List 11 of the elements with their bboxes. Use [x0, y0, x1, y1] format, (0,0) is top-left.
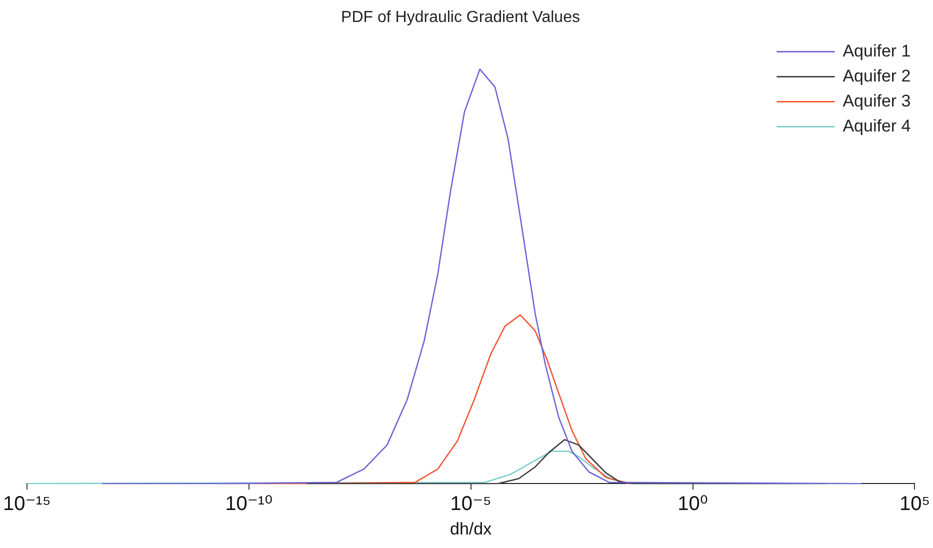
x-tick-label: 10⁻¹⁰	[225, 493, 273, 516]
legend-label: Aquifer 1	[842, 41, 911, 60]
legend-label: Aquifer 2	[842, 66, 911, 86]
x-tick-label: 10⁻⁵	[450, 493, 492, 516]
legend-label: Aquifer 4	[842, 116, 911, 136]
x-axis-title: dh/dx	[450, 519, 492, 538]
legend-label: Aquifer 3	[842, 91, 911, 110]
x-tick-label: 10⁵	[899, 493, 930, 516]
x-tick-label: 10⁻¹⁵	[2, 493, 51, 516]
x-tick-label: 10⁰	[678, 493, 708, 516]
chart-title: PDF of Hydraulic Gradient Values	[341, 9, 580, 26]
